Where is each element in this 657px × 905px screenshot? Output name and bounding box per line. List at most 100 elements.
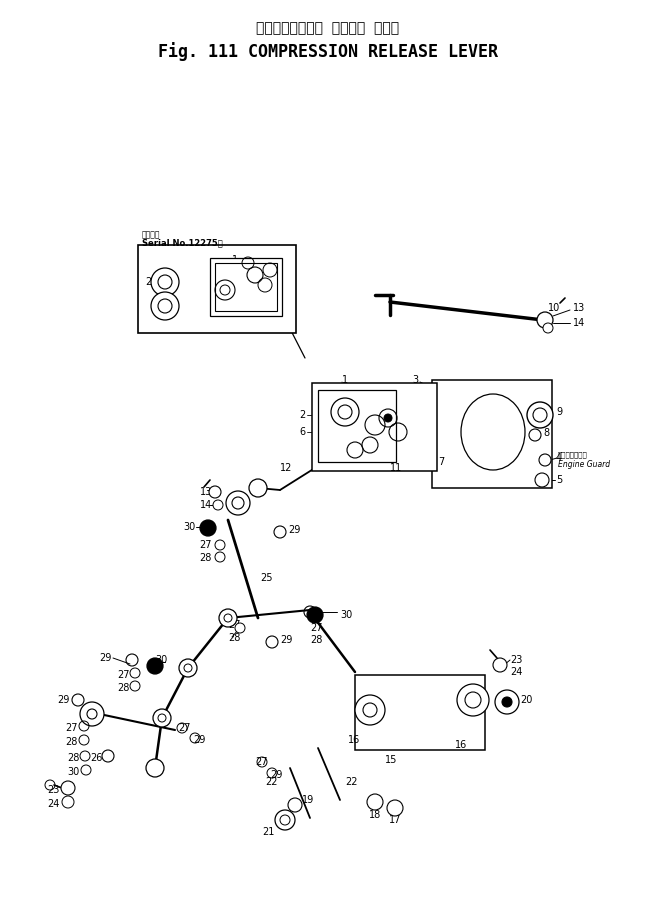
Text: 29: 29	[280, 635, 292, 645]
Bar	[355, 675, 485, 750]
Text: 7: 7	[438, 457, 444, 467]
Text: 12: 12	[280, 463, 292, 473]
Bar	[215, 263, 277, 311]
Text: 27: 27	[255, 757, 267, 767]
Circle shape	[367, 794, 383, 810]
Text: 27: 27	[118, 670, 130, 680]
Text: 20: 20	[520, 695, 532, 705]
Circle shape	[288, 798, 302, 812]
Text: 適用号等: 適用号等	[142, 231, 160, 240]
Text: 22: 22	[345, 777, 357, 787]
Text: 8: 8	[543, 428, 549, 438]
Text: 27: 27	[310, 623, 323, 633]
Text: 29: 29	[270, 770, 283, 780]
Text: 24: 24	[47, 799, 60, 809]
Bar	[312, 383, 437, 471]
Circle shape	[61, 781, 75, 795]
Circle shape	[130, 668, 140, 678]
Text: 15: 15	[385, 755, 397, 765]
Text: 18: 18	[369, 810, 381, 820]
Circle shape	[179, 659, 197, 677]
Text: 29: 29	[100, 653, 112, 663]
Text: 23: 23	[47, 785, 60, 795]
Circle shape	[151, 268, 179, 296]
Circle shape	[62, 796, 74, 808]
Circle shape	[215, 552, 225, 562]
Text: 29: 29	[58, 695, 70, 705]
Text: Serial No.12275〜: Serial No.12275〜	[142, 239, 223, 247]
Text: 27: 27	[228, 620, 240, 630]
Text: 9: 9	[556, 407, 562, 417]
Circle shape	[502, 697, 512, 707]
Circle shape	[539, 454, 551, 466]
Circle shape	[72, 694, 84, 706]
Text: 3: 3	[412, 375, 418, 385]
Text: Fig. 111 COMPRESSION RELEASE LEVER: Fig. 111 COMPRESSION RELEASE LEVER	[158, 43, 498, 62]
Bar	[210, 258, 282, 316]
Text: 11: 11	[390, 463, 402, 473]
Text: 28: 28	[118, 683, 130, 693]
Circle shape	[355, 695, 385, 725]
Text: 29: 29	[193, 735, 206, 745]
Text: 4: 4	[556, 453, 562, 463]
Circle shape	[130, 681, 140, 691]
Circle shape	[146, 759, 164, 777]
Text: エンジンガード: エンジンガード	[558, 452, 588, 458]
Circle shape	[307, 607, 323, 623]
Text: 5: 5	[556, 475, 562, 485]
Text: 10: 10	[548, 303, 560, 313]
Text: 2: 2	[299, 410, 305, 420]
Text: 23: 23	[510, 655, 522, 665]
Text: 19: 19	[302, 795, 314, 805]
Text: コンプレッション  リリーズ  レバー: コンプレッション リリーズ レバー	[256, 21, 399, 35]
Circle shape	[527, 402, 553, 428]
Text: 28: 28	[310, 635, 323, 645]
Text: 1: 1	[232, 255, 238, 265]
Circle shape	[147, 658, 163, 674]
Text: 28: 28	[200, 553, 212, 563]
Text: 14: 14	[573, 318, 585, 328]
Text: 27: 27	[66, 723, 78, 733]
Circle shape	[529, 429, 541, 441]
Text: 16: 16	[348, 735, 360, 745]
Circle shape	[543, 323, 553, 333]
Circle shape	[209, 486, 221, 498]
Bar	[138, 245, 296, 333]
Circle shape	[235, 623, 245, 633]
Text: 26: 26	[91, 753, 103, 763]
Text: 30: 30	[340, 610, 352, 620]
Text: 29: 29	[288, 525, 300, 535]
Text: 30: 30	[156, 655, 168, 665]
Text: Engine Guard: Engine Guard	[558, 460, 610, 469]
Text: 28: 28	[68, 753, 80, 763]
Text: 17: 17	[389, 815, 401, 825]
Circle shape	[249, 479, 267, 497]
Circle shape	[387, 800, 403, 816]
Text: 13: 13	[200, 487, 212, 497]
Text: 28: 28	[66, 737, 78, 747]
Text: 13: 13	[573, 303, 585, 313]
Text: 27: 27	[200, 540, 212, 550]
Text: 6: 6	[299, 427, 305, 437]
Text: 27: 27	[178, 723, 191, 733]
Text: 2: 2	[145, 277, 151, 287]
Text: 24: 24	[510, 667, 522, 677]
Bar	[432, 380, 552, 488]
Circle shape	[493, 658, 507, 672]
Circle shape	[151, 292, 179, 320]
Text: 30: 30	[184, 522, 196, 532]
Circle shape	[226, 491, 250, 515]
Text: 14: 14	[200, 500, 212, 510]
Text: 28: 28	[228, 633, 240, 643]
Circle shape	[275, 810, 295, 830]
Circle shape	[495, 690, 519, 714]
Text: 30: 30	[68, 767, 80, 777]
Circle shape	[457, 684, 489, 716]
Circle shape	[200, 520, 216, 536]
Circle shape	[80, 702, 104, 726]
Text: 16: 16	[455, 740, 467, 750]
Text: 22: 22	[265, 777, 278, 787]
Circle shape	[153, 709, 171, 727]
Text: 21: 21	[263, 827, 275, 837]
Circle shape	[213, 500, 223, 510]
